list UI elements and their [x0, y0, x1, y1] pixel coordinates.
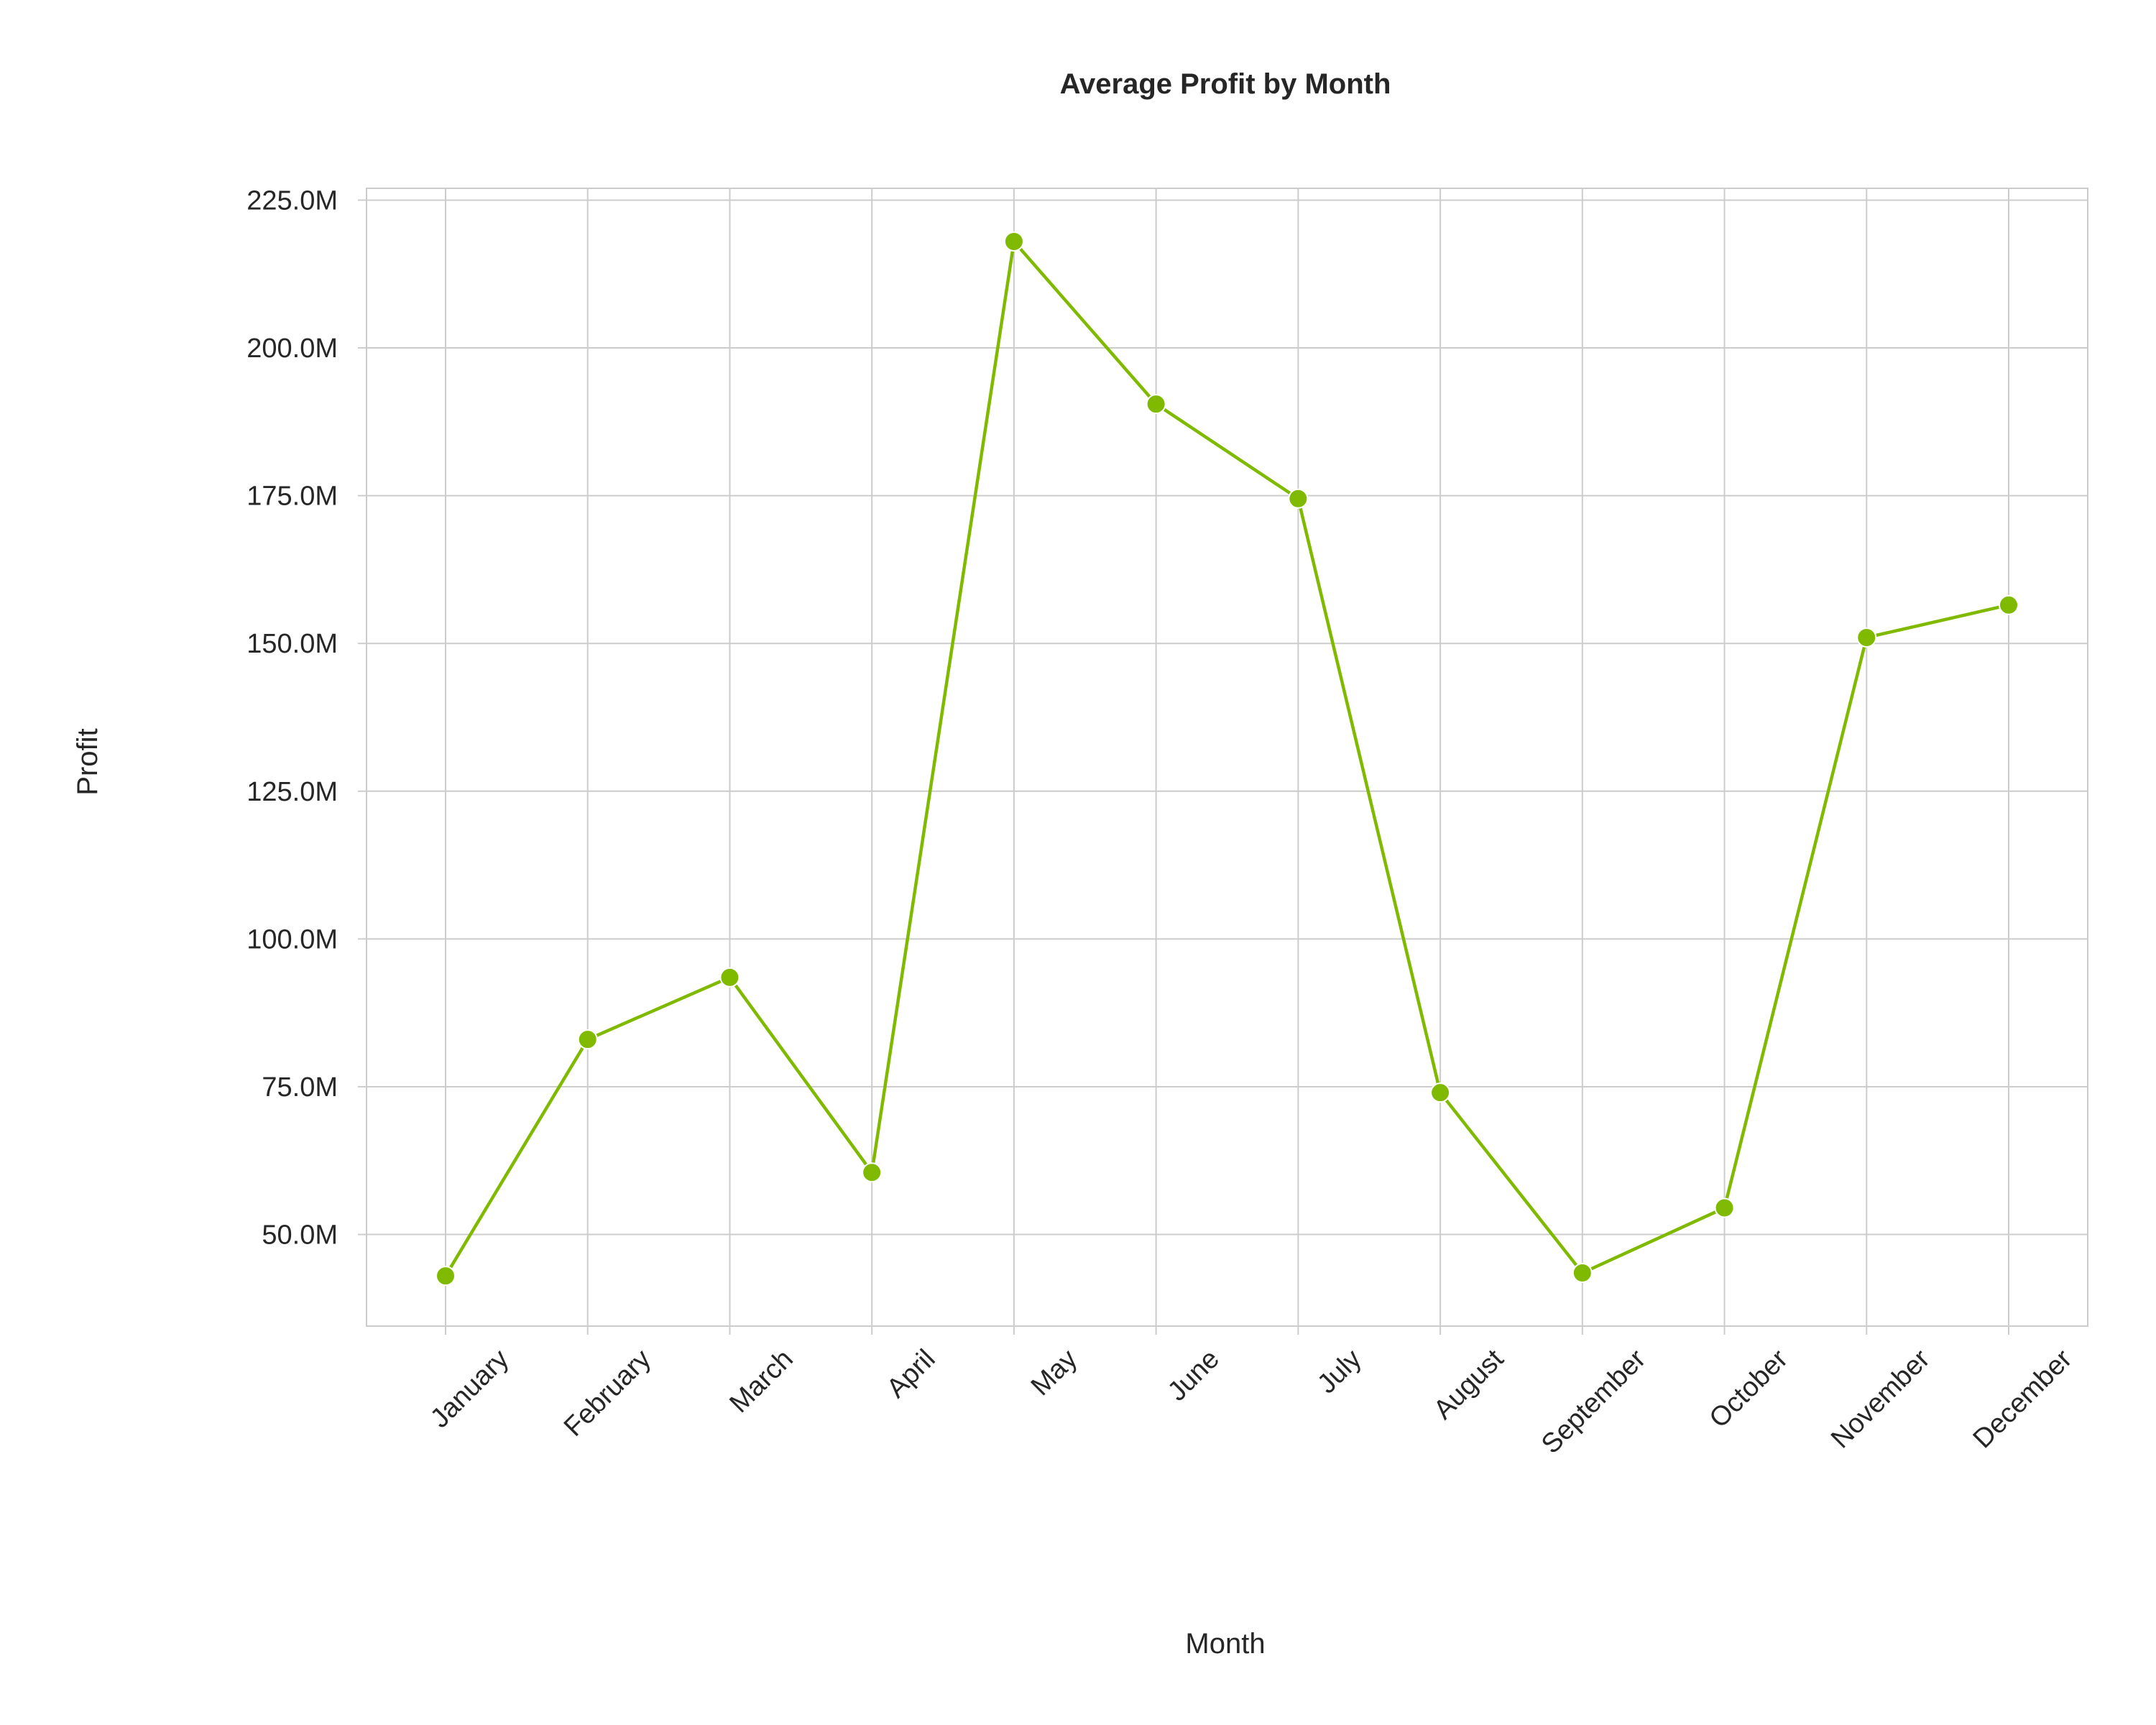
data-point-april: [862, 1162, 883, 1183]
grid: [358, 188, 2088, 1335]
y-tick-label: 100.0M: [247, 924, 338, 954]
x-tick-label: December: [1968, 1343, 2078, 1454]
x-tick-label: October: [1704, 1343, 1795, 1434]
x-tick-label: March: [724, 1344, 798, 1419]
x-tick-label: February: [558, 1344, 657, 1443]
y-tick-label: 225.0M: [247, 185, 338, 216]
data-point-november: [1856, 627, 1877, 648]
data-point-october: [1714, 1197, 1735, 1218]
x-tick-label: September: [1536, 1343, 1651, 1459]
series-line: [443, 239, 2011, 1278]
x-tick-label: July: [1312, 1344, 1367, 1399]
x-tick-label: June: [1162, 1344, 1225, 1407]
x-axis-label: Month: [1185, 1628, 1265, 1660]
series: [436, 231, 2019, 1287]
y-axis-ticks: 50.0M 75.0M 100.0M 125.0M 150.0M 175.0M 200.0M…: [247, 185, 338, 1250]
y-tick-label: 75.0M: [262, 1072, 338, 1103]
data-point-july: [1288, 488, 1309, 509]
y-tick-label: 175.0M: [247, 482, 338, 512]
data-point-february: [577, 1029, 598, 1050]
x-tick-label: April: [881, 1344, 941, 1404]
y-axis-label: Profit: [72, 728, 103, 795]
data-point-august: [1430, 1082, 1451, 1103]
y-tick-label: 50.0M: [262, 1220, 338, 1251]
data-point-may: [1003, 231, 1024, 252]
data-point-september: [1572, 1262, 1593, 1283]
y-tick-label: 200.0M: [247, 334, 338, 364]
x-tick-label: January: [425, 1344, 515, 1434]
y-tick-label: 125.0M: [247, 777, 338, 807]
chart-title: Average Profit by Month: [1060, 68, 1391, 100]
data-point-march: [719, 967, 740, 988]
data-point-december: [1999, 594, 2019, 615]
y-tick-label: 150.0M: [247, 629, 338, 659]
x-axis-ticks: January February March April May June July Augu…: [425, 1343, 2078, 1459]
x-tick-label: November: [1825, 1343, 1936, 1454]
plot-frame: [366, 188, 2088, 1327]
x-tick-label: August: [1428, 1343, 1510, 1425]
x-tick-label: May: [1026, 1344, 1083, 1402]
data-point-june: [1146, 394, 1166, 415]
data-point-january: [436, 1266, 456, 1287]
